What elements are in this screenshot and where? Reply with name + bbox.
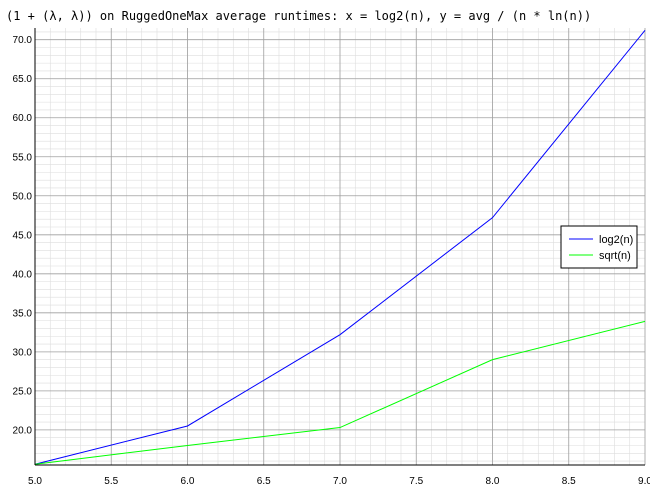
legend-label-0: log2(n) xyxy=(599,234,633,246)
y-tick-label: 65.0 xyxy=(13,74,33,85)
x-tick-label: 6.0 xyxy=(181,476,195,487)
y-tick-label: 45.0 xyxy=(13,230,33,241)
legend: log2(n) sqrt(n) xyxy=(560,225,638,269)
y-tick-label: 25.0 xyxy=(13,386,33,397)
x-tick-label: 7.5 xyxy=(409,476,423,487)
series-layer xyxy=(34,30,646,465)
x-tick-label: 5.5 xyxy=(104,476,118,487)
x-tick-label: 5.0 xyxy=(28,476,42,487)
x-tick-label: 9.0 xyxy=(638,476,650,487)
y-tick-label: 30.0 xyxy=(13,347,33,358)
x-tick-label: 7.0 xyxy=(333,476,347,487)
legend-label-1: sqrt(n) xyxy=(599,250,631,262)
series-line-0 xyxy=(34,30,646,465)
legend-box xyxy=(560,225,638,269)
y-tick-label: 20.0 xyxy=(13,425,33,436)
major-grid xyxy=(34,28,646,465)
y-tick-label: 70.0 xyxy=(13,35,33,46)
x-tick-label: 6.5 xyxy=(257,476,271,487)
y-tick-label: 40.0 xyxy=(13,269,33,280)
y-tick-label: 55.0 xyxy=(13,152,33,163)
x-tick-label: 8.0 xyxy=(486,476,500,487)
y-tick-label: 50.0 xyxy=(13,191,33,202)
x-tick-label: 8.5 xyxy=(562,476,576,487)
y-tick-label: 35.0 xyxy=(13,308,33,319)
series-line-1 xyxy=(34,320,646,465)
tick-labels: 5.0 5.5 6.0 6.5 7.0 7.5 8.0 8.5 9.0 20.0 25.0 30.0 3… xyxy=(13,35,650,487)
axes-layer xyxy=(34,28,645,466)
y-tick-label: 60.0 xyxy=(13,113,33,124)
chart-title: (1 + (λ, λ)) on RuggedOneMax average run… xyxy=(6,9,592,23)
